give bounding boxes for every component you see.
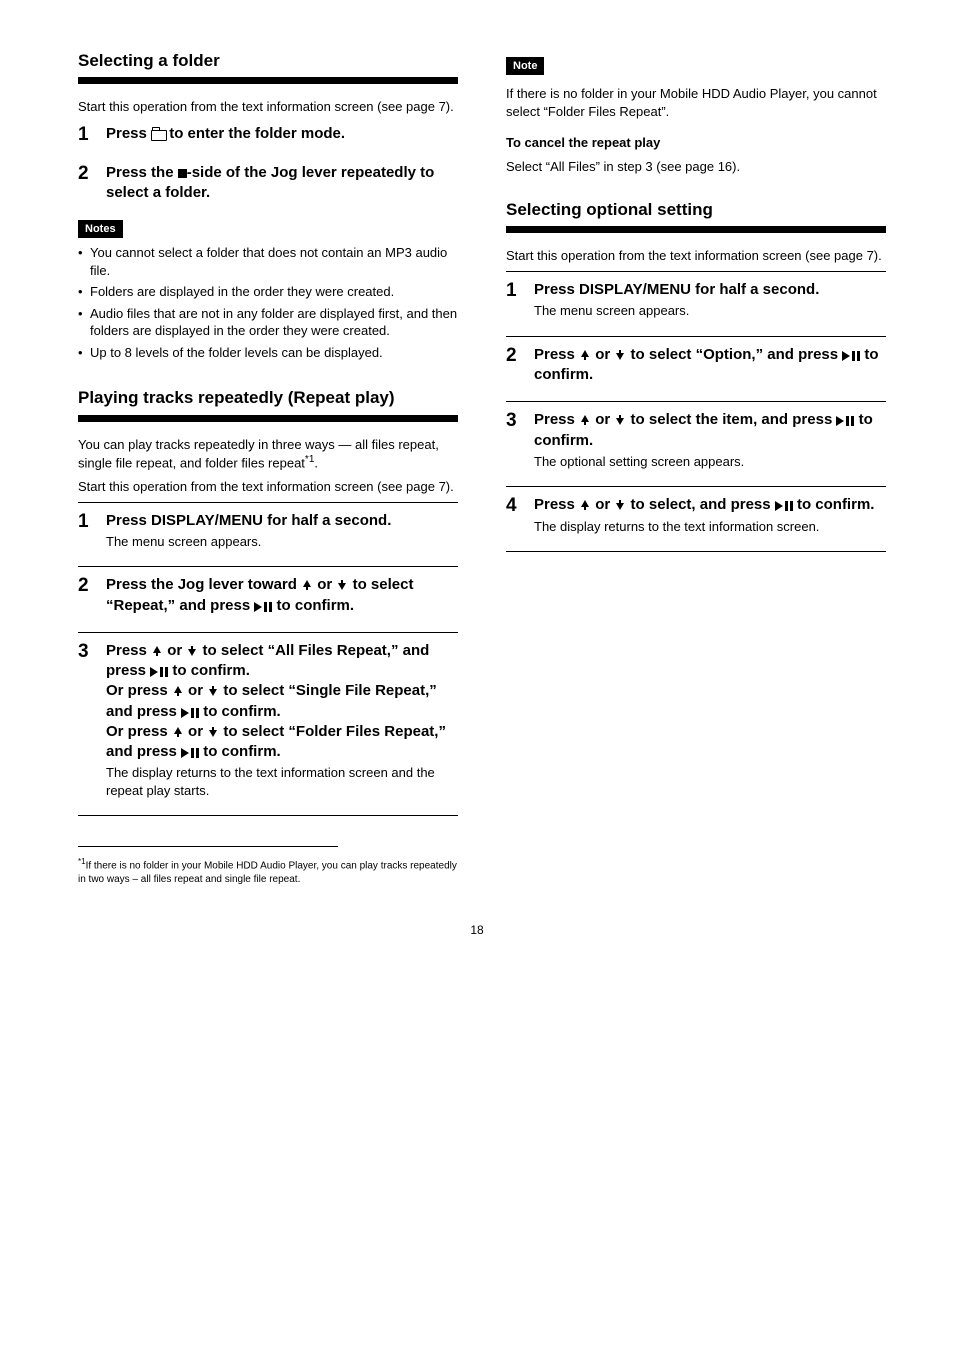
page-number: 18 [470,923,483,937]
manual-page: Selecting a folder Start this operation … [0,0,954,957]
step-divider [506,551,886,552]
instruction-step: 2Press the -side of the Jog lever repeat… [78,163,458,204]
step-divider [506,401,886,402]
stop-icon [178,169,187,178]
step-number: 1 [506,280,534,320]
up-arrow-icon [579,499,591,511]
step-text: Press or to select “Option,” and press t… [534,345,886,386]
rule [506,226,886,233]
notes-block: Notes You cannot select a folder that do… [78,219,458,361]
rule [78,415,458,422]
down-arrow-icon [614,499,626,511]
rule [78,77,458,84]
instruction-step: 1Press to enter the folder mode. [78,124,458,147]
up-arrow-icon [301,579,313,591]
body-text: Select “All Files” in step 3 (see page 1… [506,158,886,176]
section-title-optional: Selecting optional setting [506,199,886,220]
instruction-step: 2Press or to select “Option,” and press … [506,345,886,386]
play-pause-icon [836,416,854,426]
step-text: Press the Jog lever toward or to select … [106,575,458,616]
instruction-step: 3Press or to select the item, and press … [506,410,886,470]
up-arrow-icon [151,645,163,657]
up-arrow-icon [579,414,591,426]
right-column: Note If there is no folder in your Mobil… [506,50,886,897]
instruction-step: 1Press DISPLAY/MENU for half a second.Th… [506,280,886,320]
instruction-step: 3Press or to select “All Files Repeat,” … [78,641,458,800]
step-divider [78,566,458,567]
step-number: 3 [506,410,534,470]
step-text: Press DISPLAY/MENU for half a second.The… [106,511,458,551]
play-pause-icon [150,667,168,677]
step-divider [506,271,886,272]
note-item: Audio files that are not in any folder a… [78,305,458,340]
play-pause-icon [181,748,199,758]
down-arrow-icon [614,349,626,361]
step-text: Press the -side of the Jog lever repeate… [106,163,458,204]
play-pause-icon [254,602,272,612]
step-divider [78,632,458,633]
notes-label: Notes [78,220,123,238]
step-number: 1 [78,511,106,551]
play-pause-icon [775,501,793,511]
note-item: You cannot select a folder that does not… [78,244,458,279]
step-number: 4 [506,495,534,535]
intro-text: Start this operation from the text infor… [78,98,458,116]
step-divider [78,502,458,503]
down-arrow-icon [614,414,626,426]
step-number: 2 [506,345,534,386]
up-arrow-icon [172,726,184,738]
intro-text: You can play tracks repeatedly in three … [78,436,458,472]
subheading: To cancel the repeat play [506,134,886,152]
down-arrow-icon [186,645,198,657]
intro-text: Start this operation from the text infor… [78,478,458,496]
down-arrow-icon [207,726,219,738]
play-pause-icon [842,351,860,361]
instruction-step: 4Press or to select, and press to confir… [506,495,886,535]
step-number: 2 [78,575,106,616]
footnote-rule [78,846,338,847]
step-text: Press or to select, and press to confirm… [534,495,886,535]
left-column: Selecting a folder Start this operation … [78,50,458,897]
step-text: Press DISPLAY/MENU for half a second.The… [534,280,886,320]
note-label: Note [506,57,544,75]
down-arrow-icon [336,579,348,591]
notes-list: You cannot select a folder that does not… [78,244,458,361]
note-block: Note If there is no folder in your Mobil… [506,56,886,120]
step-number: 1 [78,124,106,147]
up-arrow-icon [172,685,184,697]
note-item: Folders are displayed in the order they … [78,283,458,301]
folder-icon [151,129,165,139]
instruction-step: 2Press the Jog lever toward or to select… [78,575,458,616]
step-divider [506,336,886,337]
step-text: Press to enter the folder mode. [106,124,458,147]
section-title-repeat: Playing tracks repeatedly (Repeat play) [78,387,458,408]
step-text: Press or to select the item, and press t… [534,410,886,470]
note-text: If there is no folder in your Mobile HDD… [506,85,886,120]
step-divider [78,815,458,816]
step-number: 2 [78,163,106,204]
step-divider [506,486,886,487]
note-item: Up to 8 levels of the folder levels can … [78,344,458,362]
play-pause-icon [181,708,199,718]
intro-text: Start this operation from the text infor… [506,247,886,265]
instruction-step: 1Press DISPLAY/MENU for half a second.Th… [78,511,458,551]
section-title-folder: Selecting a folder [78,50,458,71]
footnote: *1If there is no folder in your Mobile H… [78,857,458,886]
step-number: 3 [78,641,106,800]
up-arrow-icon [579,349,591,361]
down-arrow-icon [207,685,219,697]
step-text: Press or to select “All Files Repeat,” a… [106,641,458,800]
